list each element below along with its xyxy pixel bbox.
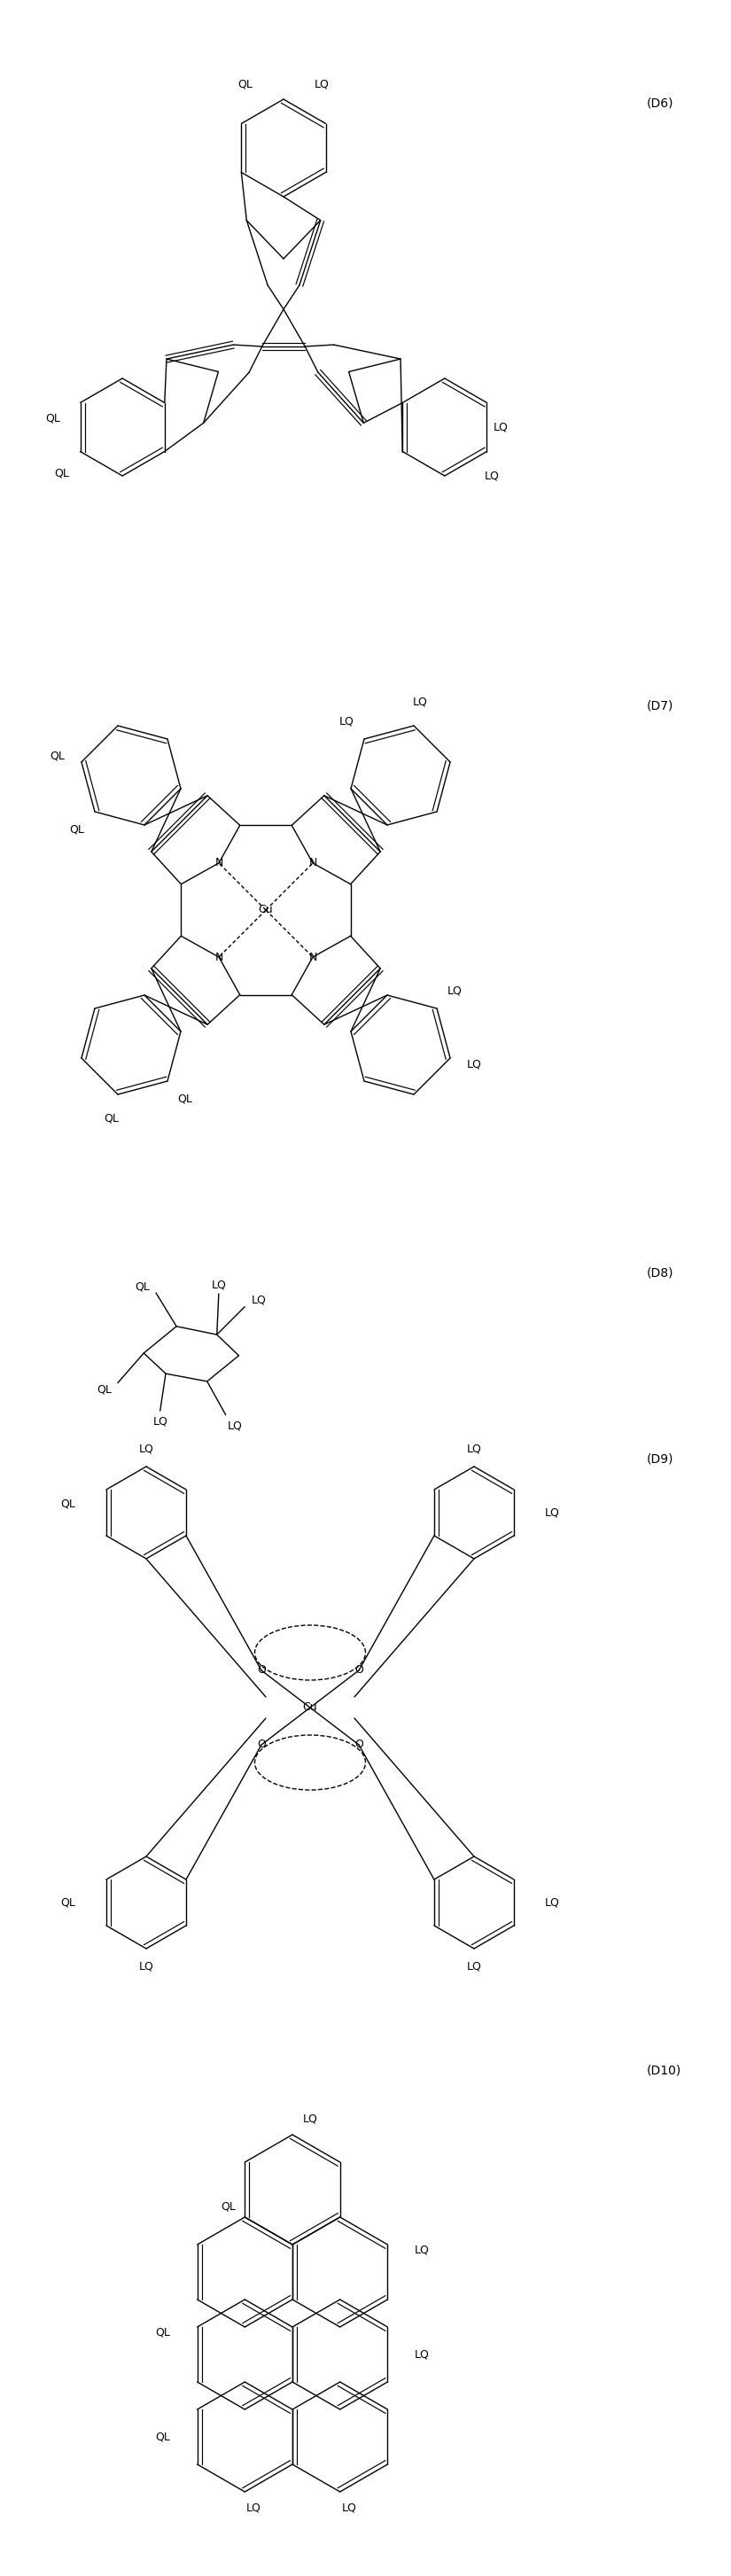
Text: LQ: LQ (227, 1419, 243, 1432)
Text: QL: QL (61, 1499, 75, 1510)
Text: LQ: LQ (153, 1417, 167, 1427)
Text: (D10): (D10) (647, 2066, 681, 2076)
Text: LQ: LQ (493, 422, 508, 433)
Text: QL: QL (156, 2432, 170, 2442)
Text: LQ: LQ (466, 1059, 482, 1069)
Text: N: N (308, 951, 317, 963)
Text: LQ: LQ (466, 1960, 482, 1973)
Text: LQ: LQ (139, 1960, 154, 1973)
Text: (D9): (D9) (647, 1453, 674, 1466)
Text: O: O (355, 1739, 363, 1752)
Text: LQ: LQ (339, 716, 354, 726)
Text: LQ: LQ (211, 1280, 226, 1291)
Text: QL: QL (54, 466, 69, 479)
Text: Cu: Cu (259, 904, 273, 917)
Text: QL: QL (61, 1896, 75, 1909)
Text: QL: QL (104, 1113, 119, 1123)
Text: QL: QL (50, 750, 65, 762)
Text: LQ: LQ (246, 2501, 261, 2514)
Text: (D8): (D8) (647, 1267, 674, 1280)
Text: LQ: LQ (314, 77, 330, 90)
Text: LQ: LQ (466, 1443, 482, 1455)
Text: LQ: LQ (251, 1296, 266, 1306)
Text: QL: QL (238, 77, 252, 90)
Text: LQ: LQ (341, 2501, 356, 2514)
Text: O: O (355, 1664, 363, 1677)
Text: N: N (215, 951, 223, 963)
Text: QL: QL (45, 412, 61, 425)
Text: O: O (257, 1739, 266, 1752)
Text: LQ: LQ (545, 1896, 560, 1909)
Text: QL: QL (96, 1383, 111, 1396)
Text: O: O (257, 1664, 266, 1677)
Text: (D7): (D7) (647, 701, 674, 714)
Text: LQ: LQ (545, 1507, 560, 1517)
Text: LQ: LQ (303, 2112, 318, 2125)
Text: QL: QL (178, 1092, 192, 1105)
Text: N: N (308, 858, 317, 868)
Text: N: N (215, 858, 223, 868)
Text: QL: QL (156, 2326, 170, 2339)
Text: Cu: Cu (303, 1703, 317, 1713)
Text: LQ: LQ (413, 696, 428, 708)
Text: LQ: LQ (414, 2349, 429, 2360)
Text: (D6): (D6) (647, 98, 674, 111)
Text: LQ: LQ (485, 469, 499, 482)
Text: LQ: LQ (414, 2244, 429, 2257)
Text: QL: QL (69, 824, 85, 835)
Text: QL: QL (135, 1280, 150, 1293)
Text: LQ: LQ (447, 984, 462, 997)
Text: LQ: LQ (139, 1443, 154, 1455)
Text: QL: QL (221, 2200, 236, 2213)
